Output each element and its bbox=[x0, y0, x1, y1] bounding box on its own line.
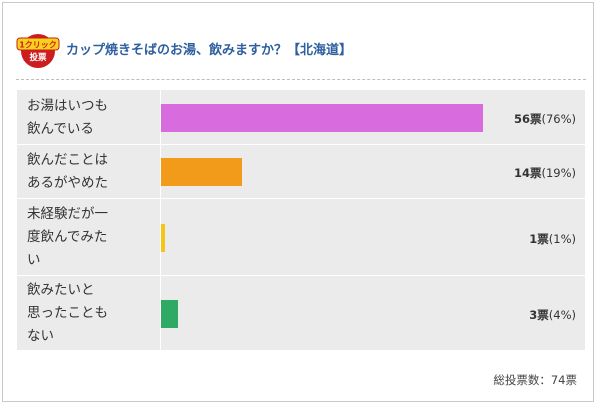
poll-option-label-line: 度飲んでみた bbox=[27, 229, 108, 245]
poll-option-label-line: 飲みたいと bbox=[27, 282, 95, 298]
poll-bar bbox=[161, 103, 483, 132]
poll-option-label-line: お湯はいつも bbox=[27, 97, 108, 114]
poll-option-label: 飲みたいと思ったことも ない bbox=[17, 276, 160, 350]
poll-option-label: 未経験だが一 度飲んでみたい bbox=[17, 199, 160, 275]
poll-option-label-line: 未経験だが一 bbox=[27, 206, 108, 222]
poll-option-percent: (76%) bbox=[541, 111, 576, 126]
poll-card: 1クリック 投票 カップ焼きそばのお湯、飲みますか？【北海道】 お湯はいつも 飲ん… bbox=[2, 2, 594, 402]
badge-line1: 1クリック bbox=[19, 40, 57, 50]
poll-option-row: お湯はいつも 飲んでいる 56票(76%) bbox=[17, 90, 585, 145]
poll-option-row: 飲みたいと思ったことも ない 3票(4%) bbox=[17, 276, 585, 351]
poll-option-label: 飲んだことは あるがやめた bbox=[17, 145, 160, 198]
poll-option-votes: 3票 bbox=[529, 307, 549, 322]
poll-bar bbox=[161, 223, 165, 252]
poll-option-row: 飲んだことは あるがやめた 14票(19%) bbox=[17, 145, 585, 199]
poll-title: カップ焼きそばのお湯、飲みますか？【北海道】 bbox=[66, 43, 353, 58]
poll-bar-track: 1票(1%) bbox=[161, 199, 585, 275]
poll-option-percent: (1%) bbox=[548, 231, 576, 246]
poll-option-percent: (19%) bbox=[541, 166, 576, 180]
poll-option-label-line: 飲んだことは bbox=[27, 152, 108, 168]
poll-bar bbox=[161, 299, 178, 328]
total-votes: 総投票数：74票 bbox=[493, 373, 577, 387]
poll-bar-track: 14票(19%) bbox=[161, 145, 585, 198]
poll-option-result: 1票(1%) bbox=[529, 231, 576, 247]
badge-line2: 投票 bbox=[29, 52, 47, 63]
poll-option-result: 14票(19%) bbox=[514, 165, 576, 181]
poll-header: 1クリック 投票 カップ焼きそばのお湯、飲みますか？【北海道】 bbox=[16, 29, 586, 71]
poll-option-votes: 1票 bbox=[529, 231, 549, 246]
poll-bar-track: 56票(76%) bbox=[161, 90, 585, 144]
poll-option-label: お湯はいつも 飲んでいる bbox=[17, 90, 160, 144]
poll-option-label-line: い bbox=[27, 252, 41, 268]
poll-option-row: 未経験だが一 度飲んでみたい 1票(1%) bbox=[17, 199, 585, 276]
poll-option-votes: 14票 bbox=[513, 166, 542, 180]
header-divider bbox=[16, 79, 586, 80]
poll-bar-track: 3票(4%) bbox=[161, 276, 585, 350]
poll-option-votes: 56票 bbox=[513, 111, 542, 126]
one-click-vote-badge-icon: 1クリック 投票 bbox=[16, 34, 60, 68]
poll-bar bbox=[161, 158, 242, 186]
poll-results-table: お湯はいつも 飲んでいる 56票(76%) 飲んだことは あるがやめた 14票(19%) 未… bbox=[17, 90, 585, 351]
poll-option-percent: (4%) bbox=[548, 307, 576, 322]
poll-option-result: 3票(4%) bbox=[529, 307, 576, 323]
poll-option-label-line: ない bbox=[27, 328, 54, 344]
poll-option-label-line: 思ったことも bbox=[27, 305, 108, 321]
poll-option-label-line: 飲んでいる bbox=[27, 120, 94, 137]
poll-option-label-line: あるがやめた bbox=[27, 175, 108, 191]
poll-option-result: 56票(76%) bbox=[514, 111, 576, 127]
